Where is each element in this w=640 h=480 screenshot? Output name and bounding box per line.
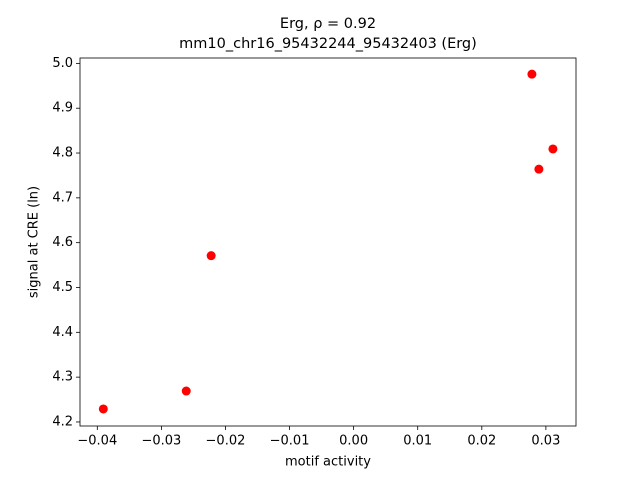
point (534, 164, 544, 174)
x-tick-label: 0.02 (467, 434, 496, 449)
point (181, 386, 191, 396)
point (206, 251, 216, 261)
y-tick-label: 5.0 (52, 56, 73, 71)
chart-subtitle: mm10_chr16_95432244_95432403 (Erg) (179, 36, 477, 52)
axes-frame (79, 57, 577, 427)
x-tick-label: 0.03 (531, 434, 560, 449)
y-tick-label: 4.7 (52, 190, 73, 205)
y-tick-label: 4.8 (52, 146, 73, 161)
y-tick-label: 4.3 (52, 370, 73, 385)
y-tick-label: 4.2 (52, 414, 73, 429)
y-tick-label: 4.9 (52, 101, 73, 116)
point (98, 404, 108, 414)
x-tick-label: −0.04 (77, 434, 117, 449)
y-tick-label: 4.6 (52, 235, 73, 250)
x-tick-label: 0.01 (403, 434, 432, 449)
x-tick-label: 0.00 (339, 434, 368, 449)
x-tick-label: −0.03 (141, 434, 181, 449)
point (527, 69, 537, 79)
y-tick-label: 4.4 (52, 325, 73, 340)
y-tick-label: 4.5 (52, 280, 73, 295)
x-tick-label: −0.01 (270, 434, 310, 449)
chart-title: Erg, ρ = 0.92 (280, 16, 376, 32)
y-axis-label: signal at CRE (ln) (27, 186, 42, 298)
x-axis-label: motif activity (285, 455, 371, 470)
x-tick-label: −0.02 (206, 434, 246, 449)
point (548, 144, 558, 154)
